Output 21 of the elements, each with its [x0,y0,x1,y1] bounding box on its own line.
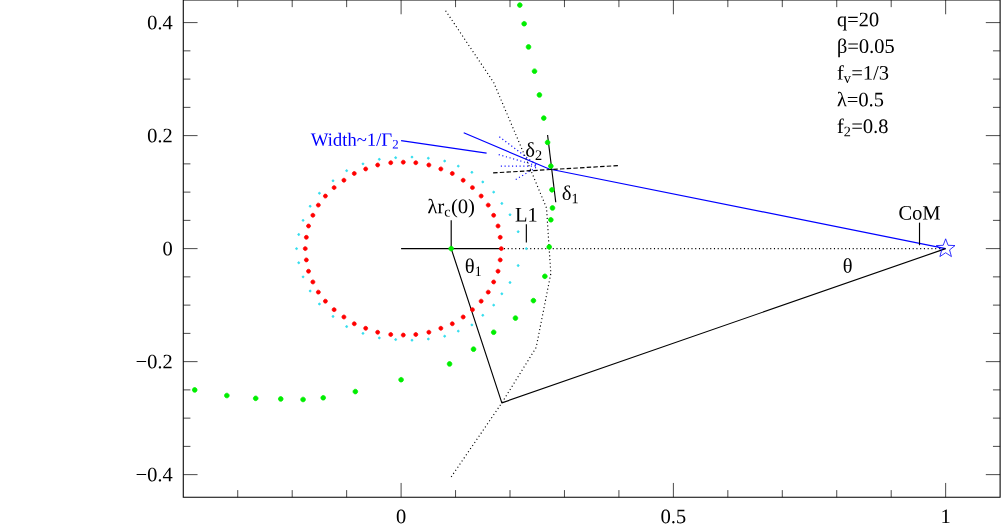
annotation: CoM [899,205,940,220]
annotation: f$_{v}$=1/3 [837,65,889,83]
y-tick-label: −0.4 [136,467,173,482]
annotation: θ$_{1}$ [465,258,481,276]
annotation: β=0.05 [838,38,894,58]
y-tick-label: 0.4 [147,15,173,30]
annotation: θ [843,258,852,273]
annotation: δ$_{2}$ [526,142,542,160]
annotation: L1 [515,207,537,222]
annotation: f$_{2}$=0.8 [837,118,888,137]
y-tick-label: −0.2 [136,354,172,369]
y-tick-label: 0.2 [147,128,172,143]
annotation: λr$_{c}$(0) [428,198,474,218]
annotation: λ=0.5 [837,91,884,107]
x-tick-label: 1 [942,509,950,523]
annotation: q=20 [837,12,879,31]
x-tick-label: 0.5 [661,509,686,524]
y-tick-label: 0 [163,241,172,256]
series-label: Width~1/Γ$_{2}$ [310,132,398,149]
x-tick-label: 0 [396,509,406,524]
annotation: δ$_{1}$ [562,185,578,204]
